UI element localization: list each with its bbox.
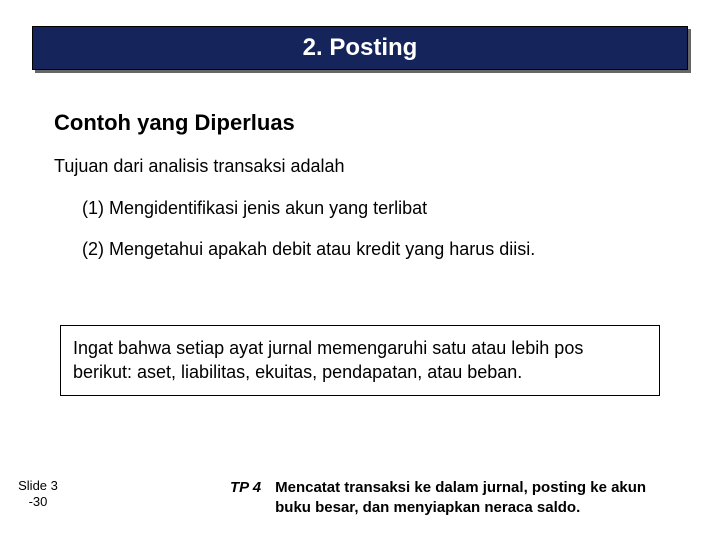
list-item: (1) Mengidentifikasi jenis akun yang ter…	[82, 197, 680, 220]
title-banner: 2. Posting	[32, 26, 688, 70]
subtitle: Contoh yang Diperluas	[54, 110, 680, 136]
tp-wrap: TP 4 Mencatat transaksi ke dalam jurnal,…	[230, 478, 675, 519]
banner-title: 2. Posting	[303, 34, 418, 62]
intro-text: Tujuan dari analisis transaksi adalah	[54, 156, 680, 177]
tp-label: TP 4	[230, 478, 261, 496]
tp-text: Mencatat transaksi ke dalam jurnal, post…	[275, 478, 675, 519]
slide-number-line2: -30	[29, 494, 48, 509]
note-box: Ingat bahwa setiap ayat jurnal memengaru…	[60, 325, 660, 396]
list-item: (2) Mengetahui apakah debit atau kredit …	[82, 238, 680, 261]
slide-number-line1: Slide 3	[18, 478, 58, 493]
content-area: Contoh yang Diperluas Tujuan dari analis…	[54, 110, 680, 280]
slide-number: Slide 3 -30	[0, 478, 70, 511]
footer: Slide 3 -30 TP 4 Mencatat transaksi ke d…	[0, 478, 720, 519]
